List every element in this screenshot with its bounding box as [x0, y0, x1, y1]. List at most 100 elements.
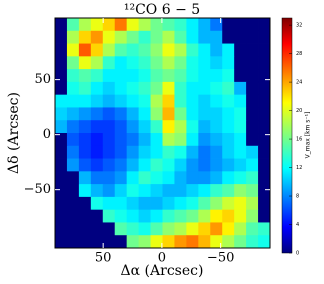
heat-cell: [246, 94, 259, 108]
heat-cell: [198, 209, 211, 223]
heat-cell: [258, 133, 271, 147]
colorbar-tick-label: 8: [296, 194, 299, 200]
colorbar-label: V_max [km s⁻¹]: [305, 112, 312, 159]
heat-cell: [162, 209, 175, 223]
heat-cell: [210, 222, 223, 236]
heat-cell: [66, 196, 80, 211]
heat-cell: [162, 43, 175, 57]
heat-cell: [78, 30, 92, 44]
heat-cell: [78, 43, 92, 57]
heat-cell: [138, 81, 151, 96]
heat-cell: [55, 69, 68, 83]
heat-cell: [222, 107, 235, 121]
heat-cell: [186, 94, 199, 108]
heat-cell: [90, 196, 104, 211]
heat-cell: [126, 107, 140, 121]
heat-cell: [66, 18, 80, 32]
heat-cell: [222, 43, 235, 57]
heat-cell: [150, 94, 163, 108]
heat-cell: [174, 81, 187, 96]
heat-cell: [234, 56, 247, 70]
heat-cell: [66, 120, 80, 134]
heat-cell: [162, 120, 175, 134]
heat-cell: [55, 209, 68, 223]
heat-cell: [55, 81, 68, 96]
heat-cell: [222, 94, 235, 108]
heat-cell: [258, 145, 271, 159]
heat-cell: [186, 18, 199, 32]
heat-cell: [198, 18, 211, 32]
colorbar-tick-label: 28: [296, 51, 302, 57]
heat-cell: [258, 69, 271, 83]
heat-cell: [258, 18, 271, 32]
heat-cell: [246, 30, 259, 44]
heat-cell: [258, 235, 271, 249]
heat-cell: [114, 158, 128, 172]
heat-cell: [78, 133, 92, 147]
heat-cell: [174, 171, 187, 185]
heat-cell: [198, 56, 211, 70]
heat-cell: [162, 171, 175, 185]
heat-cell: [102, 133, 116, 147]
heat-cell: [78, 158, 92, 172]
heat-cell: [150, 196, 163, 211]
heat-cell: [162, 145, 175, 159]
colorbar-tick-label: 20: [296, 108, 302, 114]
heat-cell: [150, 69, 163, 83]
heat-cell: [78, 94, 92, 108]
heat-cell: [66, 81, 80, 96]
heat-cell: [198, 30, 211, 44]
heat-cell: [126, 94, 140, 108]
heat-cell: [66, 30, 80, 44]
heat-cell: [78, 81, 92, 96]
heat-cell: [126, 171, 140, 185]
heat-cell: [150, 145, 163, 159]
heat-cell: [174, 145, 187, 159]
heat-cell: [114, 235, 128, 249]
x-tick-label: 50: [95, 251, 112, 266]
heat-cell: [246, 196, 259, 211]
heat-cell: [174, 184, 187, 198]
heat-cell: [138, 69, 151, 83]
heat-cell: [126, 222, 140, 236]
heat-cell: [234, 184, 247, 198]
heat-cell: [138, 107, 151, 121]
heat-cell: [174, 120, 187, 134]
heat-cell: [126, 196, 140, 211]
heat-cell: [222, 133, 235, 147]
heat-cell: [174, 158, 187, 172]
heat-cell: [102, 184, 116, 198]
heat-cell: [198, 94, 211, 108]
heat-cell: [78, 69, 92, 83]
heat-cell: [114, 171, 128, 185]
heat-cell: [162, 30, 175, 44]
heat-cell: [210, 145, 223, 159]
heat-cell: [162, 133, 175, 147]
heat-cell: [246, 69, 259, 83]
heat-cell: [102, 81, 116, 96]
heat-cell: [234, 209, 247, 223]
heat-cell: [198, 171, 211, 185]
heat-cell: [102, 196, 116, 211]
heat-cell: [186, 69, 199, 83]
heat-cell: [258, 81, 271, 96]
heat-cell: [66, 222, 80, 236]
heat-cell: [90, 184, 104, 198]
heat-cell: [234, 94, 247, 108]
heat-cell: [66, 133, 80, 147]
heat-cell: [55, 120, 68, 134]
heat-cell: [258, 107, 271, 121]
heat-cell: [90, 94, 104, 108]
heat-cell: [246, 235, 259, 249]
heat-cell: [55, 94, 68, 108]
heat-cell: [198, 69, 211, 83]
heat-cell: [198, 120, 211, 134]
heat-cell: [210, 56, 223, 70]
heat-cell: [78, 222, 92, 236]
heat-cell: [66, 107, 80, 121]
heat-cell: [90, 18, 104, 32]
heat-cell: [150, 43, 163, 57]
chart-title: ¹²CO 6 − 5: [124, 2, 200, 18]
heat-cell: [114, 196, 128, 211]
heat-cell: [162, 69, 175, 83]
